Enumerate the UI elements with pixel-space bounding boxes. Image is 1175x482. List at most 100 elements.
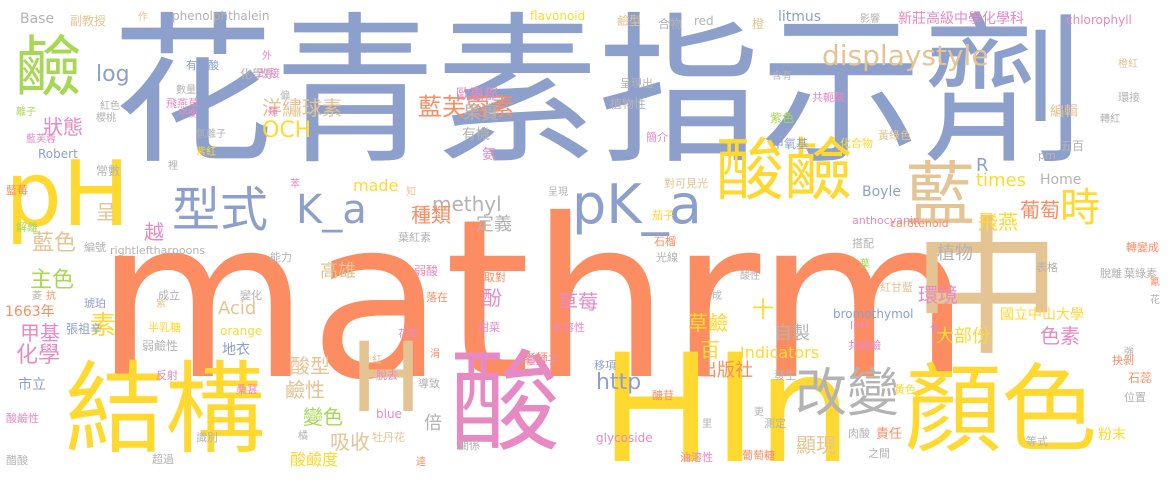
word: 甲基	[20, 321, 60, 345]
word: 1663年	[5, 304, 55, 320]
word: 藍芙蓉	[26, 134, 56, 145]
word: 藍芙蓉素	[418, 93, 514, 121]
word: 落在	[426, 291, 448, 304]
word: 市立	[18, 377, 46, 393]
word: 酸型	[290, 354, 330, 378]
word: 編號	[84, 241, 106, 254]
word: 橙	[752, 17, 765, 31]
word: 苯	[290, 179, 300, 190]
word: 酸鹼性	[6, 412, 39, 425]
word: orange	[220, 324, 263, 338]
word: 大部份	[936, 326, 990, 347]
word: Base	[20, 11, 55, 27]
word: 鹼性	[285, 378, 325, 402]
word: 外	[262, 51, 272, 62]
word: 發生	[774, 369, 796, 382]
word: 葡萄糖	[742, 449, 775, 462]
word: 副教授	[70, 14, 107, 28]
word: 脫去	[376, 369, 398, 382]
word: anthocyanin	[852, 214, 921, 227]
word: 搭配	[852, 237, 874, 250]
word: methyl	[432, 192, 502, 216]
word: 變化	[240, 289, 262, 302]
word: InH	[850, 319, 869, 332]
word: pH	[5, 142, 130, 247]
word: 出版社	[699, 360, 753, 381]
word: 琥珀	[84, 297, 106, 310]
word: 鹼	[15, 29, 81, 106]
word: 編輯	[1050, 104, 1078, 120]
word: 草莓	[558, 290, 598, 314]
word: 覆盆子	[525, 354, 558, 367]
word: 責任	[876, 427, 903, 442]
word: 強	[1124, 347, 1134, 358]
word: 酚	[482, 286, 502, 310]
word: R	[976, 155, 989, 176]
word: flavonoid	[530, 9, 586, 23]
word: OCH	[262, 118, 312, 143]
word: 共軛酸	[812, 91, 845, 104]
word: 逵	[416, 457, 426, 468]
word: 醋酸	[6, 454, 28, 467]
word: 解離	[16, 221, 38, 234]
word: 簡介	[646, 131, 668, 144]
word: 能力	[270, 251, 292, 264]
word: 老師	[524, 351, 549, 365]
word: 飛燕	[978, 210, 1018, 234]
word: 主色	[30, 268, 75, 293]
word: 變色	[303, 405, 343, 429]
word: red	[694, 14, 714, 28]
word: made	[353, 176, 399, 195]
word: chlorophyll	[1066, 13, 1132, 27]
word: 甲氧基	[772, 137, 809, 151]
word: 新莊高級中學化學科	[898, 11, 1024, 27]
word: 有機酸	[186, 59, 219, 72]
word: 化	[930, 324, 940, 335]
word: 吸收	[330, 430, 370, 454]
word: log	[96, 62, 130, 87]
word: Robert	[38, 147, 78, 161]
word: 顏色	[905, 354, 1097, 466]
word: 影響	[860, 14, 880, 25]
word: 甜菜	[478, 321, 500, 334]
word: 黃色	[894, 383, 916, 396]
word: 越	[144, 220, 164, 244]
word: 自製	[774, 323, 810, 344]
word: 知	[406, 187, 416, 198]
word: 反射	[156, 369, 178, 382]
word: 地衣	[222, 342, 250, 358]
word: displaystyle	[822, 39, 989, 72]
word: 花	[1150, 295, 1160, 306]
word: Acid	[218, 298, 257, 319]
word: 石蕊	[1128, 371, 1153, 385]
word: 紫	[156, 299, 166, 310]
word: 葡萄	[1020, 198, 1060, 222]
word: 呈現出	[620, 77, 653, 90]
word: 定義	[476, 214, 512, 235]
word: 抉剝	[1112, 354, 1134, 367]
word: 有機	[462, 127, 490, 143]
word: 改接	[258, 67, 280, 80]
word: 顯現	[796, 433, 836, 457]
word: 植物性	[610, 97, 647, 111]
word: 醣苷	[652, 389, 674, 402]
word: 葉	[860, 259, 870, 270]
word: 化合物	[840, 137, 873, 150]
word: 植物	[937, 243, 973, 264]
word: 平衡	[178, 109, 198, 120]
word: 裡	[168, 161, 178, 172]
word: 型式	[172, 182, 269, 238]
word: 中	[912, 203, 1063, 377]
word: 藍色	[32, 231, 77, 256]
word: 半乳糖	[148, 321, 181, 334]
word: 表格	[1036, 261, 1058, 274]
word: 更	[754, 407, 764, 418]
word: pK_a	[572, 173, 702, 236]
word: 偏	[280, 91, 290, 102]
word: 抗	[46, 291, 56, 302]
word: 化學	[16, 343, 61, 368]
word: 洋繡球素	[262, 96, 342, 120]
word: 轉紅	[1100, 114, 1120, 125]
word: 成立	[158, 289, 180, 302]
word: 關係	[458, 439, 480, 452]
